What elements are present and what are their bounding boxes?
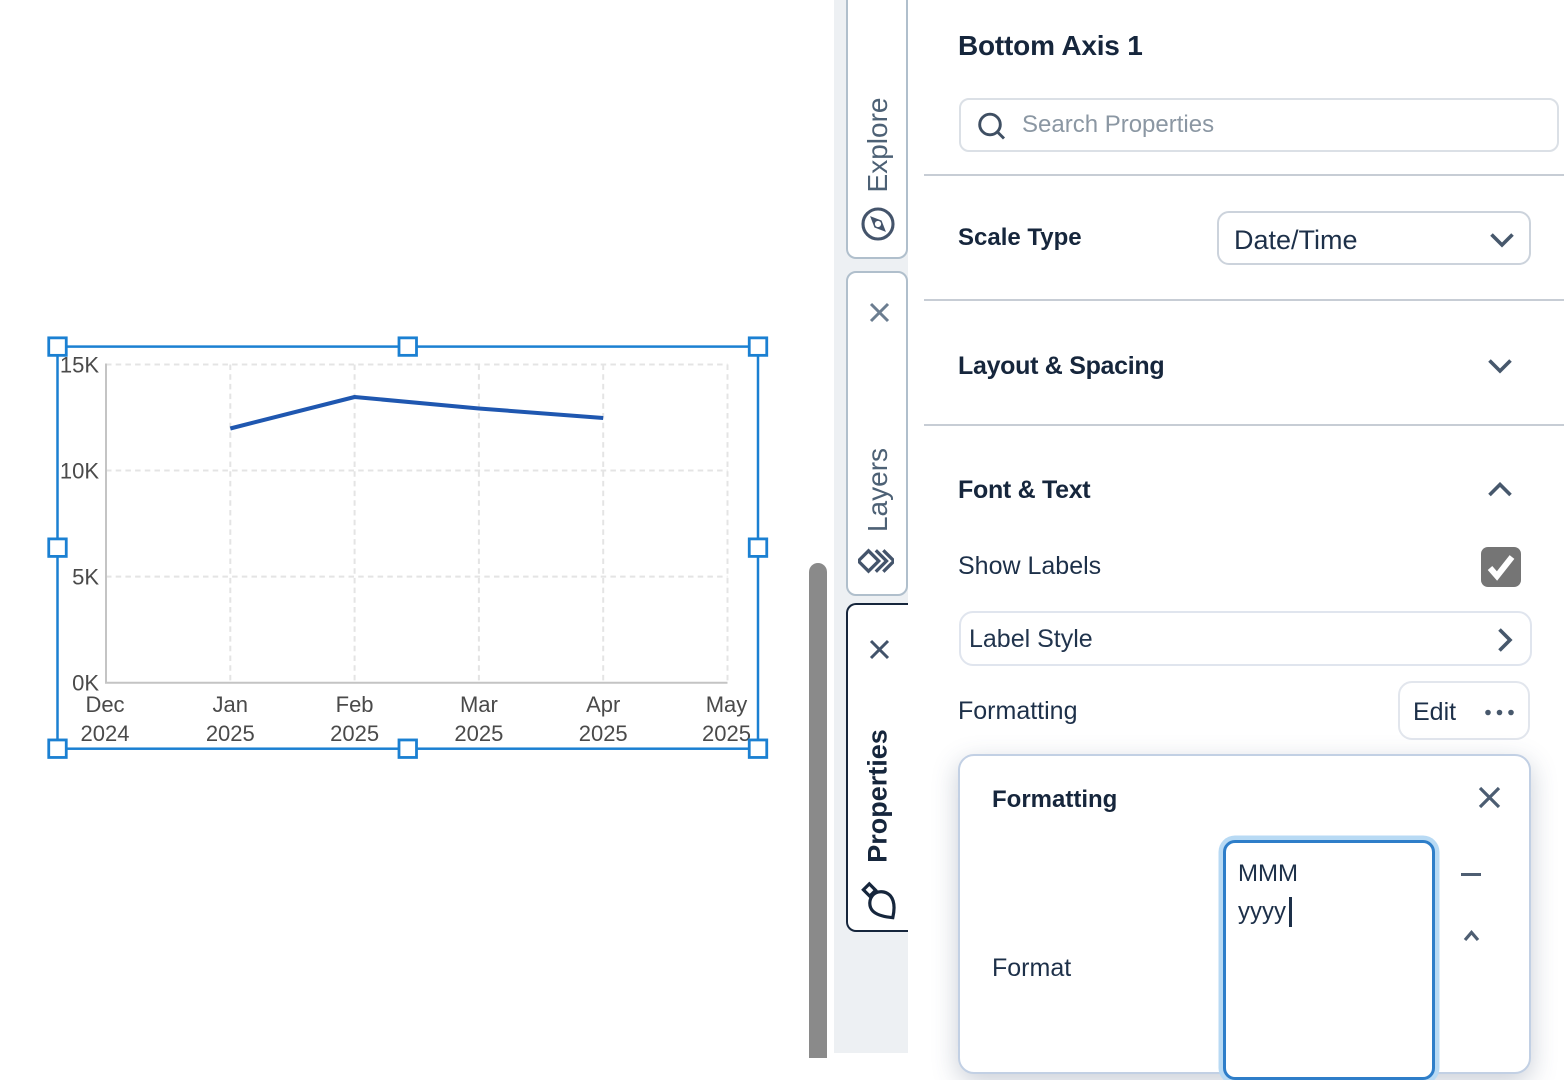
svg-text:May: May (706, 692, 748, 717)
svg-text:2025: 2025 (330, 721, 379, 746)
svg-text:Apr: Apr (586, 692, 620, 717)
svg-text:0K: 0K (72, 671, 99, 696)
svg-text:2025: 2025 (579, 721, 628, 746)
svg-text:Jan: Jan (213, 692, 248, 717)
svg-text:Feb: Feb (336, 692, 374, 717)
svg-text:2025: 2025 (206, 721, 255, 746)
svg-text:2024: 2024 (81, 721, 130, 746)
svg-text:Dec: Dec (85, 692, 124, 717)
svg-text:Mar: Mar (460, 692, 498, 717)
svg-text:2025: 2025 (454, 721, 503, 746)
svg-text:2025: 2025 (702, 721, 751, 746)
svg-text:5K: 5K (72, 565, 99, 590)
svg-text:10K: 10K (60, 459, 99, 484)
